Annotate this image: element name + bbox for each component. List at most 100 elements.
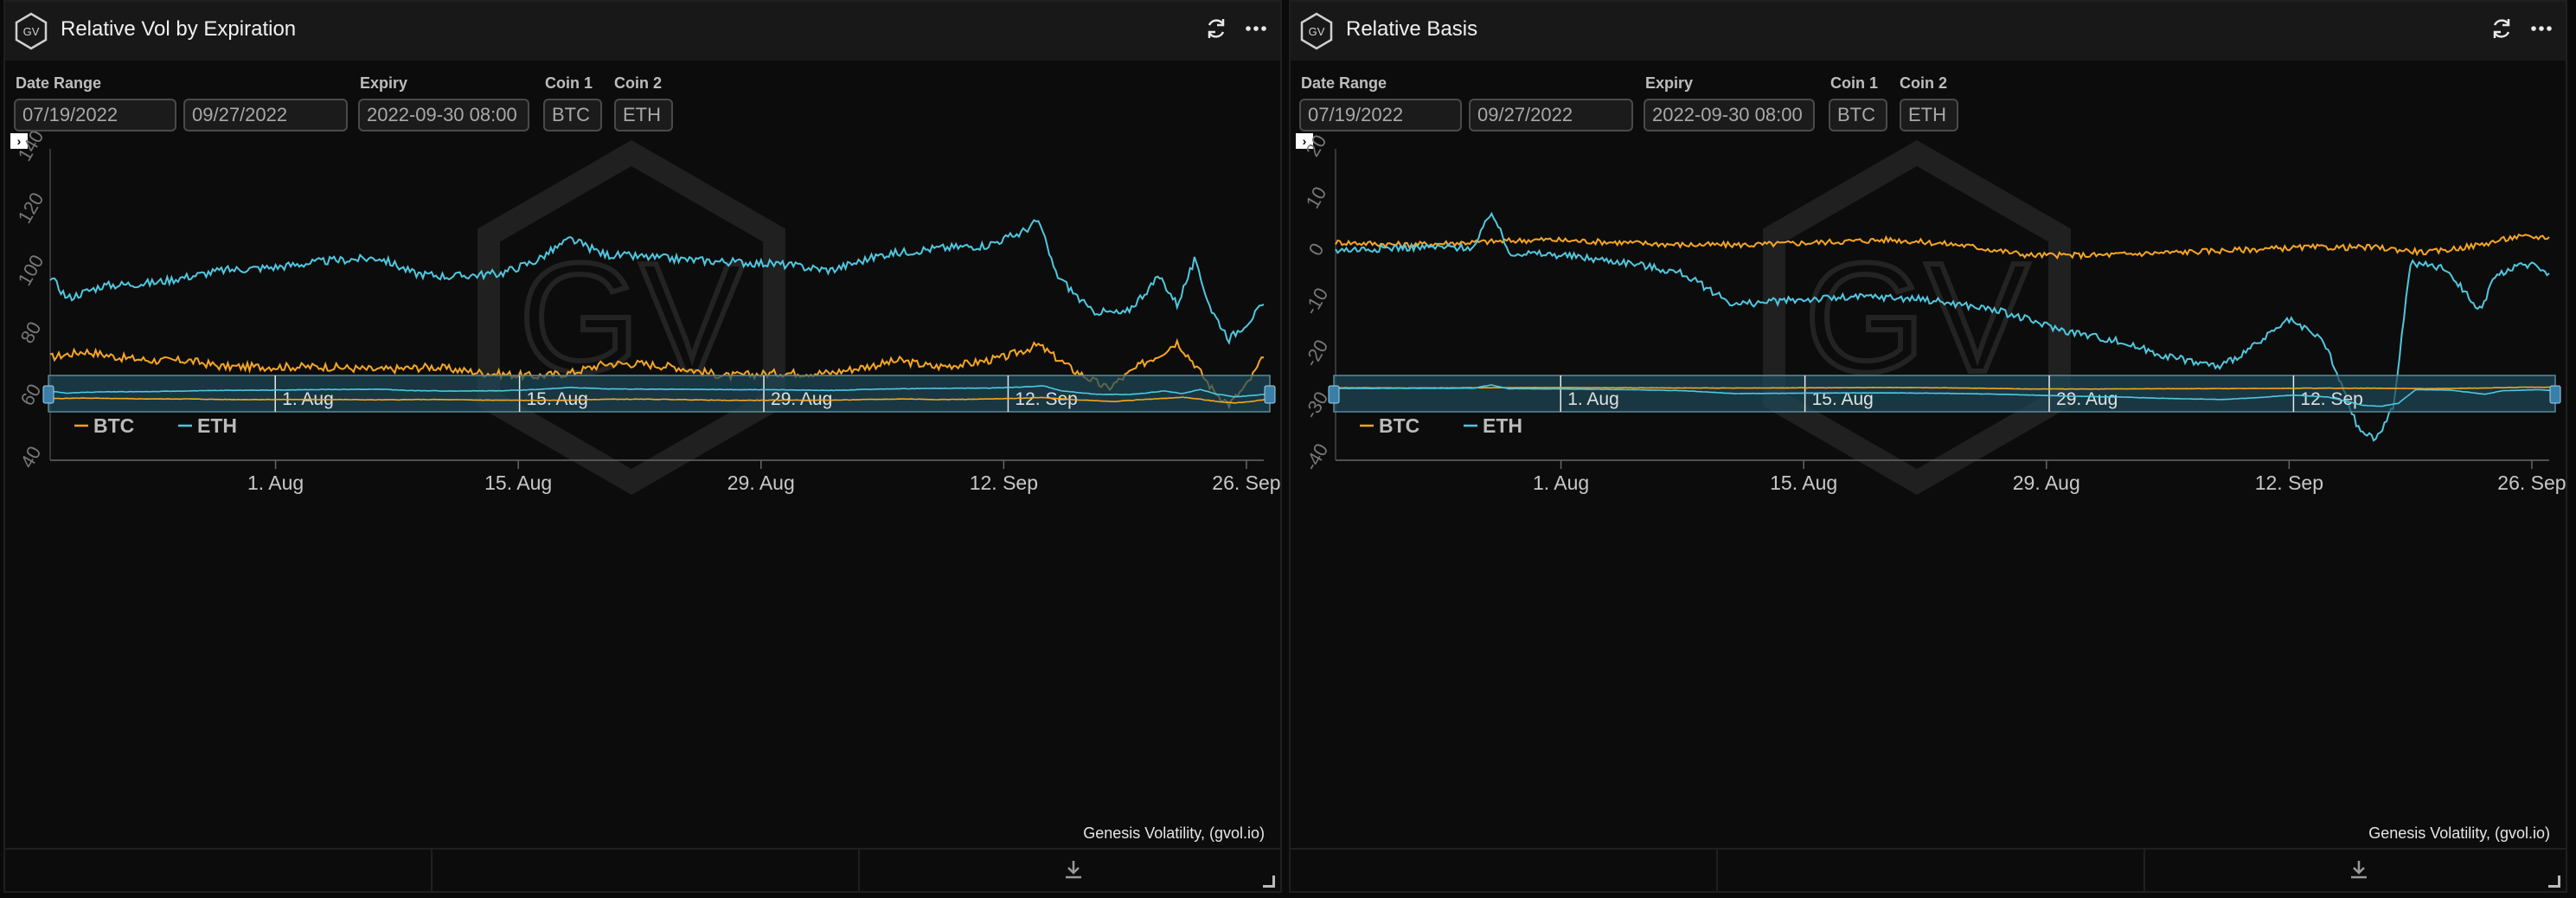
panel-footer (5, 848, 1280, 891)
gv-logo-icon: GV (1300, 12, 1333, 50)
y-tick-label: 120 (13, 189, 48, 227)
expiry-label: Expiry (360, 74, 408, 92)
more-options-icon[interactable] (2526, 16, 2557, 47)
resize-handle[interactable] (2548, 876, 2560, 888)
svg-text:GV: GV (23, 25, 40, 38)
panel-title: Relative Vol by Expiration (61, 17, 297, 41)
navigator-tick-label: 1. Aug (1567, 389, 1619, 409)
x-tick-label: 12. Sep (970, 471, 1038, 494)
panel-header: GV Relative Vol by Expiration (5, 2, 1280, 61)
footer-cell (1291, 850, 1718, 891)
navigator-tick-label: 15. Aug (527, 389, 588, 409)
navigator-range[interactable] (48, 375, 1271, 413)
chart-controls: Date Range 07/19/2022 09/27/2022 Expiry … (5, 61, 1280, 138)
navigator-tick-label: 29. Aug (2056, 389, 2118, 409)
refresh-icon[interactable] (2486, 16, 2517, 47)
gv-logo-icon: GV (15, 12, 48, 50)
legend-item-btc[interactable]: BTC (74, 414, 134, 437)
watermark: GV (1763, 139, 2071, 496)
navigator-line-btc (1334, 386, 2556, 390)
series-line-eth (49, 219, 1265, 345)
coin1-select[interactable]: BTC (543, 99, 602, 131)
series-line-btc (49, 337, 1265, 410)
navigator-handle-left[interactable] (42, 385, 54, 404)
expiry-label: Expiry (1645, 74, 1694, 92)
y-tick-label: -20 (1300, 336, 1333, 370)
coin1-select[interactable]: BTC (1829, 99, 1887, 131)
vol-panel: GV Relative Vol by Expiration Date Range… (3, 0, 1282, 893)
x-tick-label: 26. Sep (1212, 471, 1280, 494)
navigator[interactable]: 1. Aug 15. Aug 29. Aug 12. Sep (1328, 375, 2561, 413)
x-tick-label: 29. Aug (2013, 471, 2080, 494)
date-to-input[interactable]: 09/27/2022 (1469, 99, 1633, 131)
navigator-tick-label: 29. Aug (771, 389, 832, 409)
y-tick-label: -10 (1300, 284, 1333, 318)
coin1-label: Coin 1 (545, 74, 593, 92)
y-tick-label: 40 (16, 442, 46, 471)
navigator-tick-label: 15. Aug (1812, 389, 1874, 409)
svg-text:GV: GV (1309, 25, 1325, 38)
legend-label: ETH (1483, 414, 1522, 437)
expand-toggle-icon[interactable]: › (1296, 133, 1313, 149)
date-from-input[interactable]: 07/19/2022 (1299, 99, 1462, 131)
y-tick-label: 60 (16, 380, 46, 409)
x-tick-label: 12. Sep (2255, 471, 2323, 494)
footer-cell (1718, 850, 2145, 891)
chart-credit: Genesis Volatility, (gvol.io) (1083, 824, 1265, 842)
navigator-tick-label: 12. Sep (2300, 389, 2362, 409)
footer-cell (433, 850, 860, 891)
series-line-btc (1335, 233, 2550, 260)
coin2-select[interactable]: ETH (614, 99, 673, 131)
navigator-tick-label: 12. Sep (1015, 389, 1077, 409)
navigator[interactable]: 1. Aug 15. Aug 29. Aug 12. Sep (42, 375, 1276, 413)
coin2-label: Coin 2 (614, 74, 663, 92)
download-icon[interactable] (1061, 856, 1086, 882)
date-range-label: Date Range (1301, 74, 1387, 92)
watermark: GV (477, 139, 785, 496)
chart-credit: Genesis Volatility, (gvol.io) (2368, 824, 2550, 842)
legend-item-eth[interactable]: ETH (178, 414, 237, 437)
y-tick-label: 80 (16, 318, 46, 347)
panel-header: GV Relative Basis (1291, 2, 2566, 61)
x-tick-label: 26. Sep (2497, 471, 2566, 494)
date-range-label: Date Range (16, 74, 102, 92)
y-tick-label: 100 (13, 251, 48, 289)
x-tick-label: 1. Aug (247, 471, 304, 494)
legend: BTC ETH (74, 414, 237, 437)
navigator-handle-right[interactable] (2549, 385, 2561, 404)
date-from-input[interactable]: 07/19/2022 (14, 99, 176, 131)
legend-item-eth[interactable]: ETH (1464, 414, 1522, 437)
coin2-select[interactable]: ETH (1900, 99, 1958, 131)
vol-chart: GV 40 60 80 100 120 140 1. Aug 15. Aug 29. Aug 12.… (13, 131, 1280, 496)
y-tick-label: -30 (1300, 388, 1333, 422)
legend-label: BTC (93, 414, 134, 437)
more-options-icon[interactable] (1240, 16, 1272, 47)
legend-item-btc[interactable]: BTC (1360, 414, 1419, 437)
x-tick-label: 15. Aug (484, 471, 552, 494)
navigator-handle-right[interactable] (1264, 385, 1276, 404)
expiry-select[interactable]: 2022-09-30 08:00 (358, 99, 529, 131)
navigator-handle-left[interactable] (1328, 385, 1340, 404)
basis-panel: GV Relative Basis Date Range 07/19/2022 … (1289, 0, 2567, 893)
panel-footer (1291, 848, 2566, 891)
legend-label: ETH (197, 414, 237, 437)
coin1-label: Coin 1 (1830, 74, 1879, 92)
navigator-line-btc (48, 396, 1271, 404)
navigator-line-eth (1333, 384, 2556, 407)
chart-controls: Date Range 07/19/2022 09/27/2022 Expiry … (1291, 61, 2566, 138)
legend: BTC ETH (1360, 414, 1522, 437)
legend-label: BTC (1379, 414, 1419, 437)
download-icon[interactable] (2346, 856, 2372, 882)
navigator-line-eth (48, 385, 1271, 398)
x-tick-label: 29. Aug (727, 471, 795, 494)
y-tick-label: 20 (1302, 131, 1331, 160)
y-tick-label: 0 (1304, 240, 1329, 260)
panel-title: Relative Basis (1346, 17, 1478, 41)
refresh-icon[interactable] (1201, 16, 1232, 47)
date-to-input[interactable]: 09/27/2022 (183, 99, 348, 131)
expand-toggle-icon[interactable]: › (10, 133, 28, 149)
expiry-select[interactable]: 2022-09-30 08:00 (1644, 99, 1815, 131)
y-tick-label: -40 (1300, 439, 1333, 474)
resize-handle[interactable] (1263, 876, 1275, 888)
